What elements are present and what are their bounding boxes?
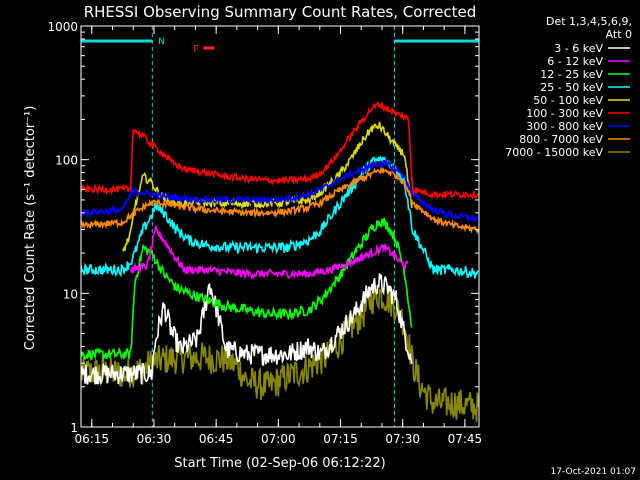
timestamp: 17-Oct-2021 01:07 [551, 467, 636, 477]
chart-title: RHESSI Observing Summary Count Rates, Co… [84, 3, 477, 21]
legend-label: 300 - 800 keV [526, 120, 603, 133]
flare-label: F [193, 44, 199, 55]
series-line [81, 273, 413, 386]
x-tick-label: 06:45 [199, 432, 234, 446]
night-label: N [158, 37, 165, 47]
legend-label: 25 - 50 keV [540, 81, 603, 94]
x-tick-label: 07:00 [261, 432, 296, 446]
legend-label: 7000 - 15000 keV [505, 146, 603, 159]
y-tick-label: 10 [63, 287, 78, 301]
x-tick-label: 07:30 [385, 432, 420, 446]
series-line [81, 100, 479, 200]
x-tick-label: 06:30 [137, 432, 172, 446]
y-tick-label: 100 [55, 154, 78, 168]
y-axis-label: Corrected Count Rate (s⁻¹ detector⁻¹) [23, 106, 38, 351]
series-line [81, 216, 413, 361]
plot-frame [80, 25, 480, 428]
legend-label: 800 - 7000 keV [519, 133, 603, 146]
series-line [81, 158, 479, 224]
x-axis-label: Start Time (02-Sep-06 06:12:22) [174, 456, 385, 471]
y-tick-label: 1 [70, 421, 78, 435]
tick-layer: 06:15 06:30 06:45 07:00 07:15 07:30 07:45 1 10 10… [47, 20, 482, 446]
legend-label: 6 - 12 keV [547, 55, 603, 68]
series-line [81, 284, 479, 423]
legend-label: 100 - 300 keV [526, 107, 603, 120]
x-tick-label: 07:45 [448, 432, 483, 446]
legend-label: 12 - 25 keV [540, 68, 603, 81]
annotation-layer: NF [158, 37, 215, 55]
legend-label: 50 - 100 keV [533, 94, 603, 107]
series-line [130, 225, 409, 281]
legend-header-line: Att 0 [606, 28, 632, 41]
night-markers [81, 26, 479, 427]
series-line [81, 166, 479, 235]
x-tick-label: 07:15 [323, 432, 358, 446]
legend-label: 3 - 6 keV [554, 42, 603, 55]
y-tick-label: 1000 [47, 20, 78, 34]
series-line [81, 155, 479, 279]
x-tick-label: 06:15 [74, 432, 109, 446]
series-layer [81, 100, 479, 423]
legend-header-line: Det 1,3,4,5,6,9, [546, 15, 632, 28]
